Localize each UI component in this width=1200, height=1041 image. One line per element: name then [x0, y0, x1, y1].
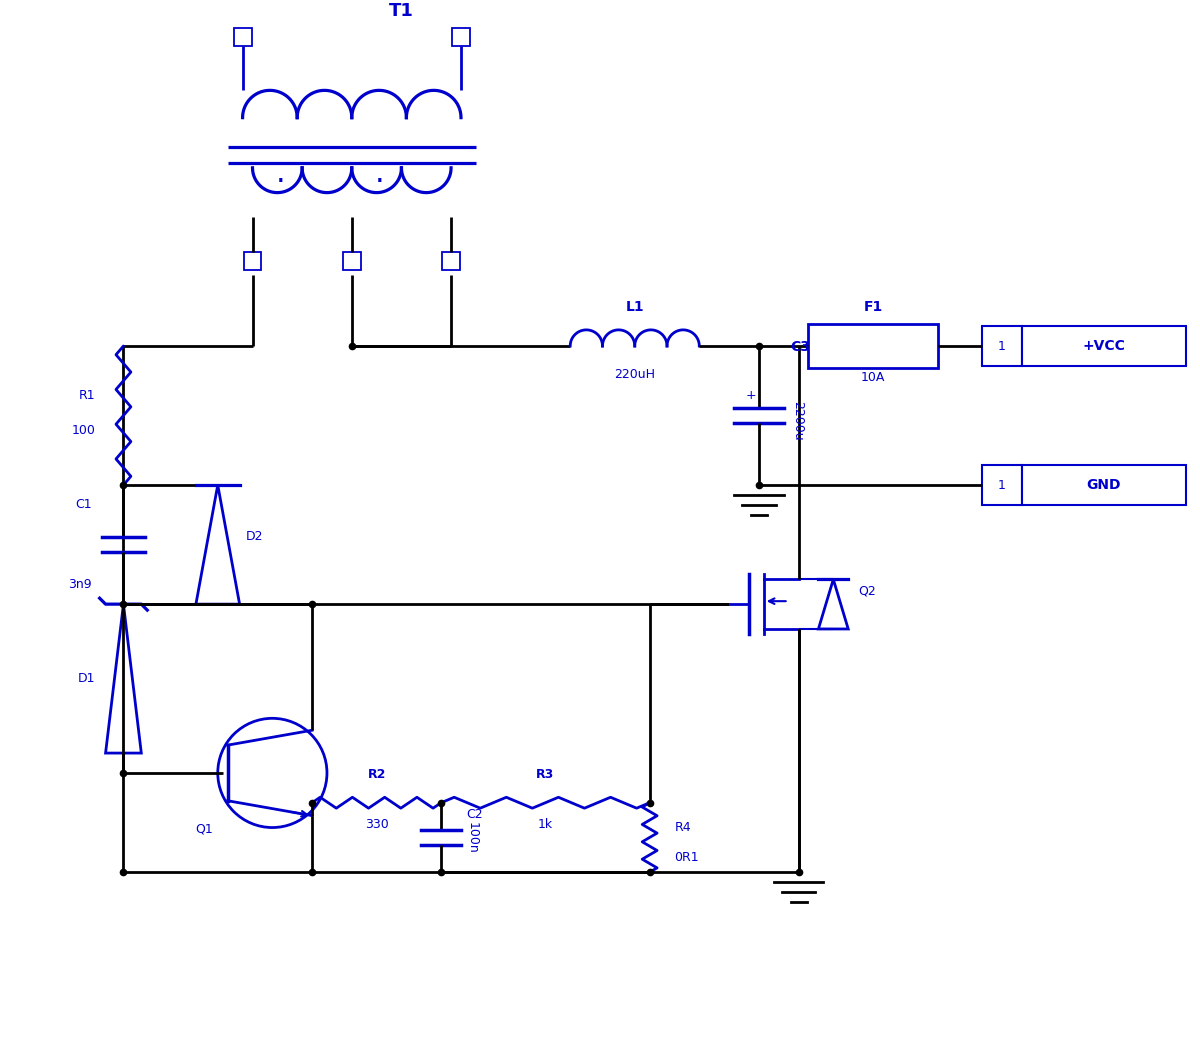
FancyBboxPatch shape [442, 252, 460, 270]
Text: R1: R1 [79, 389, 96, 402]
Text: +: + [745, 389, 756, 402]
FancyBboxPatch shape [244, 252, 262, 270]
Text: L1: L1 [625, 300, 644, 314]
Text: C1: C1 [76, 499, 91, 511]
Text: +VCC: +VCC [1082, 339, 1126, 353]
Text: Q2: Q2 [858, 584, 876, 598]
Text: 3n9: 3n9 [68, 578, 91, 591]
FancyBboxPatch shape [234, 28, 252, 46]
FancyBboxPatch shape [343, 252, 361, 270]
Text: C2: C2 [466, 808, 482, 820]
Text: R2: R2 [367, 768, 385, 781]
Text: F1: F1 [864, 300, 883, 314]
Text: 2200u: 2200u [791, 401, 804, 440]
Text: Q1: Q1 [196, 822, 212, 836]
FancyBboxPatch shape [1022, 326, 1186, 365]
Text: 330: 330 [365, 817, 389, 831]
Text: 1: 1 [998, 479, 1006, 491]
FancyBboxPatch shape [452, 28, 470, 46]
FancyBboxPatch shape [983, 326, 1022, 365]
Text: 100: 100 [72, 424, 96, 437]
Text: D2: D2 [246, 530, 263, 542]
Text: C3: C3 [791, 340, 810, 354]
Text: T1: T1 [389, 2, 414, 20]
Text: 1k: 1k [538, 817, 553, 831]
FancyBboxPatch shape [1022, 465, 1186, 505]
Text: R3: R3 [536, 768, 554, 781]
Text: 0R1: 0R1 [674, 850, 700, 864]
Text: 1: 1 [998, 339, 1006, 353]
Text: 10A: 10A [860, 371, 886, 384]
Text: ·: · [276, 169, 286, 197]
Text: D1: D1 [78, 672, 96, 685]
Text: GND: GND [1087, 478, 1121, 492]
FancyBboxPatch shape [809, 324, 937, 367]
Text: 100n: 100n [466, 821, 479, 854]
FancyBboxPatch shape [983, 465, 1022, 505]
Text: 220uH: 220uH [614, 367, 655, 381]
Text: R4: R4 [674, 821, 691, 834]
Text: ·: · [374, 169, 384, 197]
